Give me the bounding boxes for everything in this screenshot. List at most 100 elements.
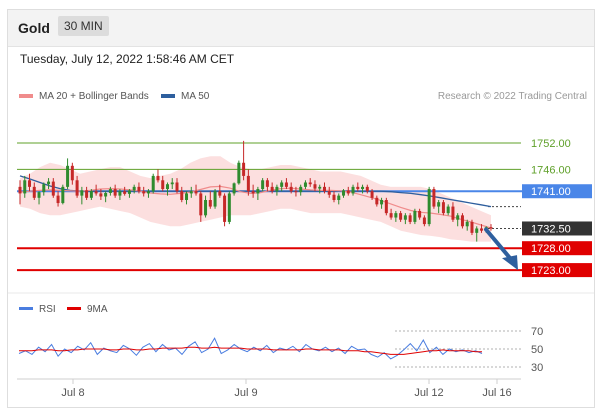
candle-body xyxy=(213,191,217,207)
forecast-arrow xyxy=(484,227,518,271)
candle-body xyxy=(294,191,298,193)
candle-body xyxy=(280,182,284,187)
candle-body xyxy=(170,182,174,185)
candle-body xyxy=(346,190,350,194)
candle-body xyxy=(242,162,246,176)
candle-body xyxy=(308,182,312,185)
candle-body xyxy=(351,186,355,194)
candle-body xyxy=(370,191,374,198)
candle-body xyxy=(313,184,317,189)
candle-body xyxy=(399,213,403,220)
level-label-1723.00: 1723.00 xyxy=(531,265,571,277)
level-tag-1723.00 xyxy=(522,263,592,278)
candle-body xyxy=(251,191,255,194)
candle-body xyxy=(318,186,322,189)
candle-body xyxy=(189,191,193,194)
candle-body xyxy=(489,227,493,229)
candle-body xyxy=(246,175,250,192)
level-label-1752.00: 1752.00 xyxy=(531,138,571,150)
forecast-arrow-head xyxy=(502,255,518,271)
candle-body xyxy=(303,182,307,187)
ma20-legend-label: MA 20 + Bollinger Bands xyxy=(39,91,149,102)
candle-body xyxy=(389,213,393,218)
candle-body xyxy=(37,192,41,198)
candle-body xyxy=(18,186,22,194)
candle-body xyxy=(218,191,222,196)
candle-body xyxy=(66,165,70,187)
candle-body xyxy=(70,165,74,181)
rsi-panel: 70 50 30 xyxy=(18,326,543,374)
candle-body xyxy=(151,175,155,192)
ma50-legend-label: MA 50 xyxy=(181,91,210,102)
candle-body xyxy=(256,189,260,194)
candle-body xyxy=(284,182,288,187)
bollinger-bands xyxy=(20,156,491,242)
candle-body xyxy=(94,191,98,194)
candle-body xyxy=(237,162,241,184)
instrument-title: Gold xyxy=(18,20,50,36)
main-legend: MA 20 + Bollinger Bands MA 50 Research ©… xyxy=(19,91,587,102)
ma20-legend-swatch xyxy=(19,94,33,98)
rsi-ma-legend-label: 9MA xyxy=(87,304,108,315)
candle-body xyxy=(165,184,169,190)
candle-body xyxy=(85,190,89,198)
candle-body xyxy=(418,210,422,218)
candle-body xyxy=(80,190,84,196)
candle-body xyxy=(437,202,441,207)
time-axis-labels: Jul 8 Jul 9 Jul 12 Jul 16 xyxy=(61,379,512,399)
candle-body xyxy=(456,215,460,220)
candle-body xyxy=(337,195,341,200)
candle-body xyxy=(327,191,331,195)
rsi-tick-30: 30 xyxy=(531,362,543,374)
ma50-line xyxy=(19,175,492,208)
candle-body xyxy=(332,194,336,200)
candle-body xyxy=(118,191,122,196)
candle-body xyxy=(479,228,483,231)
candle-body xyxy=(394,213,398,218)
candle-body xyxy=(32,186,36,198)
candle-body xyxy=(289,186,293,192)
candle-body xyxy=(342,190,346,196)
bollinger-band-area xyxy=(20,156,491,242)
candle-body xyxy=(384,200,388,214)
rsi-tick-50: 50 xyxy=(531,344,543,356)
candle-body xyxy=(42,184,46,193)
candle-body xyxy=(142,191,146,194)
candle-body xyxy=(413,210,417,222)
candle-body xyxy=(265,180,269,187)
candle-body xyxy=(422,217,426,225)
rsi-series-9MA xyxy=(19,346,482,355)
candle-body xyxy=(194,191,198,194)
candle-body xyxy=(208,200,212,207)
rsi-legend-label: RSI xyxy=(39,304,56,315)
candle-body xyxy=(403,215,407,220)
candlesticks xyxy=(18,140,493,242)
level-label-1741.00: 1741.00 xyxy=(531,186,571,198)
candle-body xyxy=(61,186,65,204)
timeframe-button[interactable]: 30 MIN xyxy=(58,16,109,36)
candle-body xyxy=(161,180,165,190)
candle-body xyxy=(446,206,450,214)
candle-body xyxy=(99,193,103,197)
chart-header: Gold 30 MIN xyxy=(8,10,594,47)
candle-body xyxy=(23,180,27,194)
candle-body xyxy=(104,192,108,197)
level-tag-1728.00 xyxy=(522,241,592,256)
candle-body xyxy=(127,190,131,194)
candle-body xyxy=(56,195,60,204)
time-tick-label-Jul 16: Jul 16 xyxy=(482,387,511,399)
candle-body xyxy=(356,186,360,190)
candle-body xyxy=(108,189,112,193)
candle-body xyxy=(270,186,274,192)
candle-body xyxy=(460,215,464,227)
candle-body xyxy=(47,181,51,185)
candle-body xyxy=(441,202,445,214)
candle-body xyxy=(199,193,203,216)
candle-body xyxy=(204,200,208,216)
time-tick-label-Jul 8: Jul 8 xyxy=(61,387,84,399)
candle-body xyxy=(146,191,150,194)
ma20-line xyxy=(19,185,492,229)
level-label-1728.00: 1728.00 xyxy=(531,243,571,255)
candle-body xyxy=(470,221,474,233)
